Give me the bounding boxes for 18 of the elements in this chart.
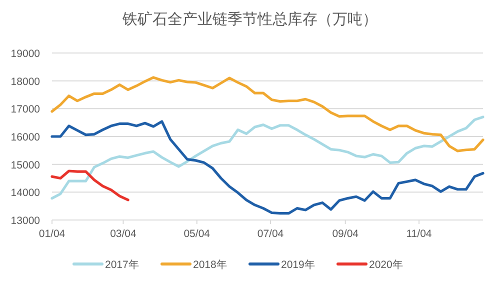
x-tick-label: 07/04 — [257, 228, 284, 240]
y-tick-label: 14000 — [10, 187, 40, 200]
y-tick-label: 15000 — [10, 159, 40, 172]
legend-label: 2017年 — [105, 259, 140, 271]
y-tick-label: 16000 — [10, 132, 40, 144]
y-tick-label: 13000 — [10, 215, 40, 227]
x-tick-label: 05/04 — [184, 228, 210, 240]
legend-label: 2019年 — [281, 259, 316, 271]
legend-label: 2018年 — [193, 259, 228, 271]
x-tick-label: 09/04 — [332, 228, 359, 240]
legend-label: 2020年 — [369, 259, 404, 271]
x-tick-label: 03/04 — [110, 228, 137, 240]
title: 铁矿石全产业链季节性总库存（万吨） — [122, 11, 378, 28]
y-tick-label: 17000 — [10, 104, 40, 116]
x-tick-label: 11/04 — [406, 228, 432, 240]
y-tick-label: 19000 — [10, 48, 40, 60]
y-tick-label: 18000 — [10, 76, 40, 88]
x-tick-label: 01/04 — [38, 228, 66, 240]
